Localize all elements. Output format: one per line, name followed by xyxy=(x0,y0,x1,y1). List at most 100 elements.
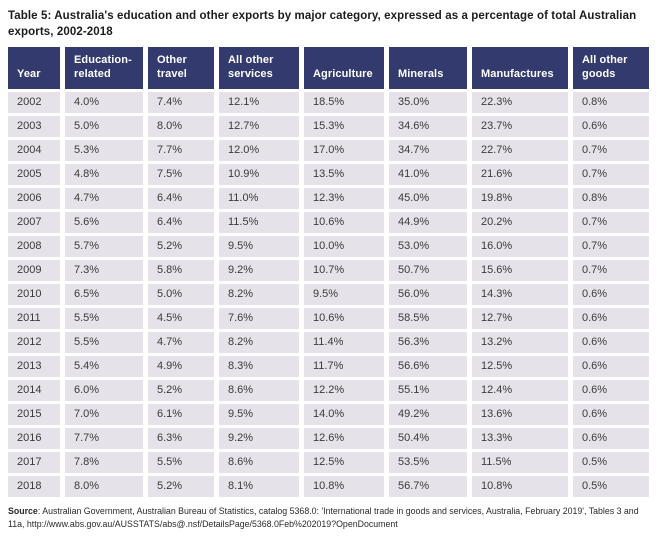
year-cell: 2018 xyxy=(8,475,60,497)
table-row: 2017 7.8% 5.5% 8.6% 12.5% 53.5% 11.5% 0.5% xyxy=(8,451,649,473)
header-row: Year Education-related Other travel All oth… xyxy=(8,47,649,89)
year-cell: 2006 xyxy=(8,187,60,209)
value-cell: 56.7% xyxy=(389,475,467,497)
value-cell: 10.7% xyxy=(304,259,384,281)
year-cell: 2005 xyxy=(8,163,60,185)
value-cell: 8.2% xyxy=(219,283,299,305)
value-cell: 12.5% xyxy=(304,451,384,473)
table-row: 2006 4.7% 6.4% 11.0% 12.3% 45.0% 19.8% 0.8% xyxy=(8,187,649,209)
value-cell: 53.5% xyxy=(389,451,467,473)
value-cell: 7.8% xyxy=(65,451,143,473)
value-cell: 5.2% xyxy=(148,235,214,257)
value-cell: 8.2% xyxy=(219,331,299,353)
table-row: 2013 5.4% 4.9% 8.3% 11.7% 56.6% 12.5% 0.6% xyxy=(8,355,649,377)
value-cell: 4.7% xyxy=(65,187,143,209)
value-cell: 8.6% xyxy=(219,379,299,401)
value-cell: 5.2% xyxy=(148,379,214,401)
value-cell: 12.2% xyxy=(304,379,384,401)
source-text: : Australian Government, Australian Bure… xyxy=(8,505,639,529)
value-cell: 44.9% xyxy=(389,211,467,233)
value-cell: 12.0% xyxy=(219,139,299,161)
year-cell: 2004 xyxy=(8,139,60,161)
value-cell: 7.5% xyxy=(148,163,214,185)
table-row: 2005 4.8% 7.5% 10.9% 13.5% 41.0% 21.6% 0.7% xyxy=(8,163,649,185)
value-cell: 5.3% xyxy=(65,139,143,161)
value-cell: 49.2% xyxy=(389,403,467,425)
value-cell: 9.2% xyxy=(219,427,299,449)
value-cell: 4.8% xyxy=(65,163,143,185)
value-cell: 5.7% xyxy=(65,235,143,257)
value-cell: 10.6% xyxy=(304,307,384,329)
value-cell: 5.2% xyxy=(148,475,214,497)
year-cell: 2014 xyxy=(8,379,60,401)
source-note: Source: Australian Government, Australia… xyxy=(0,500,660,531)
value-cell: 5.4% xyxy=(65,355,143,377)
year-cell: 2015 xyxy=(8,403,60,425)
value-cell: 5.5% xyxy=(65,331,143,353)
value-cell: 56.6% xyxy=(389,355,467,377)
value-cell: 0.6% xyxy=(573,403,649,425)
exports-table: Year Education-related Other travel All oth… xyxy=(3,44,654,500)
value-cell: 7.0% xyxy=(65,403,143,425)
year-cell: 2009 xyxy=(8,259,60,281)
column-header: Manufactures xyxy=(472,47,568,89)
value-cell: 22.3% xyxy=(472,91,568,113)
column-header: Minerals xyxy=(389,47,467,89)
value-cell: 21.6% xyxy=(472,163,568,185)
value-cell: 12.3% xyxy=(304,187,384,209)
value-cell: 0.7% xyxy=(573,259,649,281)
value-cell: 0.8% xyxy=(573,187,649,209)
value-cell: 4.0% xyxy=(65,91,143,113)
table-row: 2016 7.7% 6.3% 9.2% 12.6% 50.4% 13.3% 0.6% xyxy=(8,427,649,449)
value-cell: 55.1% xyxy=(389,379,467,401)
value-cell: 0.5% xyxy=(573,475,649,497)
value-cell: 15.3% xyxy=(304,115,384,137)
year-cell: 2013 xyxy=(8,355,60,377)
column-header: Agriculture xyxy=(304,47,384,89)
table-row: 2009 7.3% 5.8% 9.2% 10.7% 50.7% 15.6% 0.7% xyxy=(8,259,649,281)
value-cell: 11.5% xyxy=(472,451,568,473)
value-cell: 18.5% xyxy=(304,91,384,113)
value-cell: 9.5% xyxy=(304,283,384,305)
value-cell: 11.4% xyxy=(304,331,384,353)
value-cell: 0.6% xyxy=(573,379,649,401)
value-cell: 7.7% xyxy=(65,427,143,449)
value-cell: 6.4% xyxy=(148,211,214,233)
column-header: Year xyxy=(8,47,60,89)
value-cell: 13.3% xyxy=(472,427,568,449)
value-cell: 11.5% xyxy=(219,211,299,233)
value-cell: 0.8% xyxy=(573,91,649,113)
value-cell: 4.5% xyxy=(148,307,214,329)
value-cell: 8.6% xyxy=(219,451,299,473)
value-cell: 8.0% xyxy=(65,475,143,497)
year-cell: 2017 xyxy=(8,451,60,473)
value-cell: 14.0% xyxy=(304,403,384,425)
table-title: Table 5: Australia's education and other… xyxy=(8,10,637,39)
table-row: 2012 5.5% 4.7% 8.2% 11.4% 56.3% 13.2% 0.6% xyxy=(8,331,649,353)
value-cell: 23.7% xyxy=(472,115,568,137)
value-cell: 34.6% xyxy=(389,115,467,137)
table-row: 2014 6.0% 5.2% 8.6% 12.2% 55.1% 12.4% 0.6% xyxy=(8,379,649,401)
value-cell: 20.2% xyxy=(472,211,568,233)
value-cell: 53.0% xyxy=(389,235,467,257)
year-cell: 2012 xyxy=(8,331,60,353)
value-cell: 45.0% xyxy=(389,187,467,209)
value-cell: 6.5% xyxy=(65,283,143,305)
value-cell: 0.6% xyxy=(573,115,649,137)
value-cell: 0.7% xyxy=(573,163,649,185)
year-cell: 2016 xyxy=(8,427,60,449)
value-cell: 6.1% xyxy=(148,403,214,425)
value-cell: 9.2% xyxy=(219,259,299,281)
value-cell: 10.6% xyxy=(304,211,384,233)
value-cell: 12.1% xyxy=(219,91,299,113)
value-cell: 56.3% xyxy=(389,331,467,353)
value-cell: 6.4% xyxy=(148,187,214,209)
value-cell: 0.6% xyxy=(573,331,649,353)
value-cell: 12.7% xyxy=(472,307,568,329)
year-cell: 2010 xyxy=(8,283,60,305)
value-cell: 0.7% xyxy=(573,211,649,233)
value-cell: 8.1% xyxy=(219,475,299,497)
value-cell: 7.6% xyxy=(219,307,299,329)
value-cell: 22.7% xyxy=(472,139,568,161)
value-cell: 16.0% xyxy=(472,235,568,257)
